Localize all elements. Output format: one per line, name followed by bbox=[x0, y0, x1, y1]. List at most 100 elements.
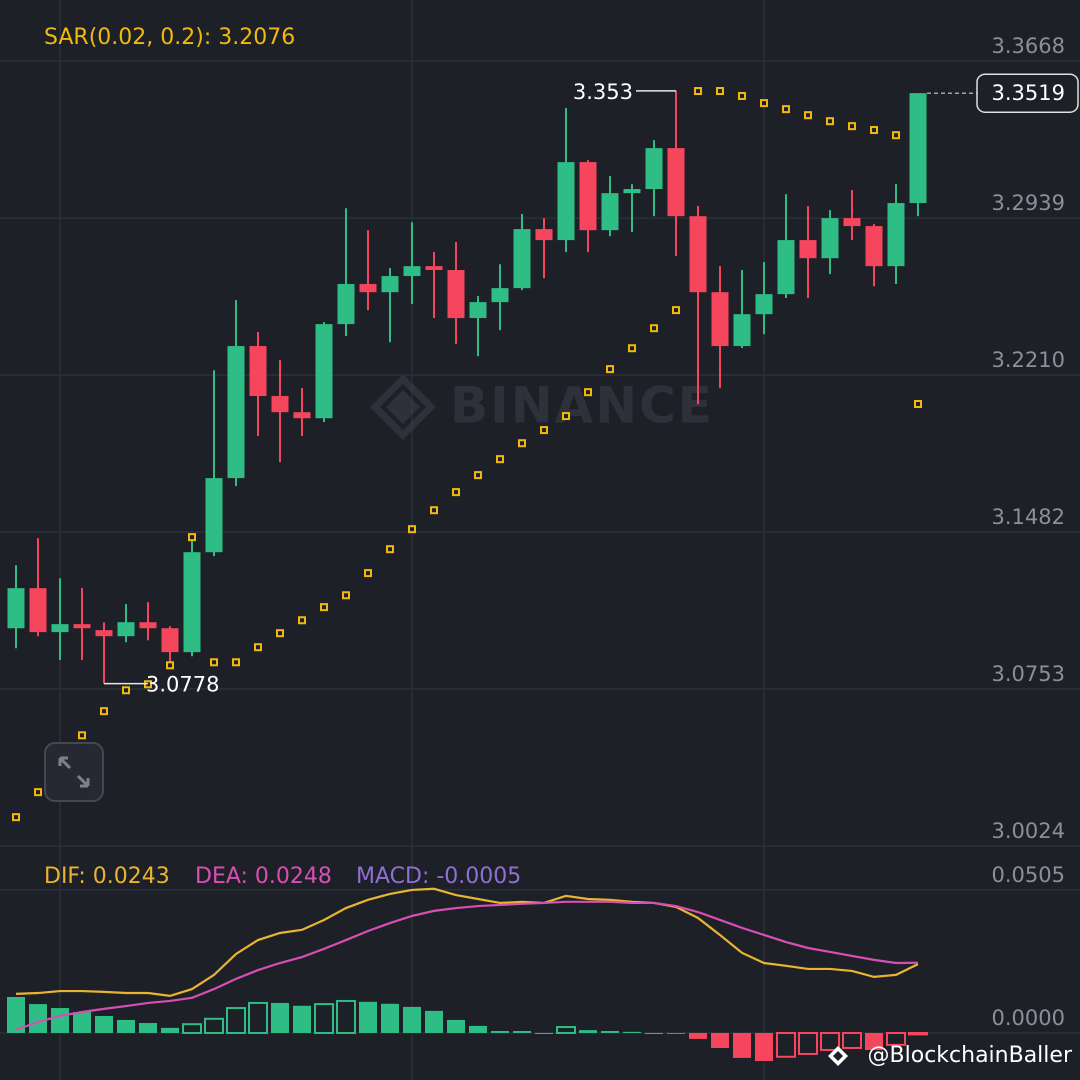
sar-dot bbox=[232, 658, 240, 667]
candle-body bbox=[469, 302, 487, 319]
candle-body bbox=[95, 630, 113, 637]
candle-body bbox=[711, 292, 729, 347]
candle-body bbox=[777, 240, 795, 295]
macd-legend: DEA: 0.0248 bbox=[195, 864, 332, 889]
sar-dot bbox=[628, 344, 636, 353]
macd-bar bbox=[579, 1030, 597, 1033]
credit-text: @BlockchainBaller bbox=[868, 1043, 1073, 1068]
last-price-label: 3.3519 bbox=[992, 81, 1065, 105]
sar-dot bbox=[540, 426, 548, 435]
y-tick-label: 3.2939 bbox=[992, 191, 1065, 215]
macd-bar bbox=[798, 1031, 818, 1055]
y-tick-label: 3.2210 bbox=[992, 348, 1065, 372]
candle-body bbox=[73, 624, 91, 629]
macd-bar bbox=[886, 1031, 906, 1046]
y-tick-label: 3.3668 bbox=[992, 34, 1065, 58]
candle-body bbox=[843, 218, 861, 227]
macd-bar bbox=[139, 1023, 157, 1033]
sar-dot bbox=[210, 658, 218, 667]
expand-icon[interactable] bbox=[58, 756, 90, 788]
macd-bar bbox=[601, 1030, 619, 1033]
candle-body bbox=[51, 624, 69, 633]
sar-dot bbox=[606, 365, 614, 374]
sar-dot bbox=[34, 788, 42, 797]
macd-bar bbox=[182, 1023, 202, 1034]
y-tick-label: 0.0505 bbox=[992, 863, 1065, 887]
credit: @BlockchainBaller bbox=[828, 1043, 1073, 1068]
macd-bar bbox=[73, 1012, 91, 1033]
sar-dot bbox=[650, 324, 658, 333]
candle-body bbox=[271, 396, 289, 413]
sar-dot bbox=[496, 455, 504, 464]
watermark: BINANCE bbox=[370, 374, 712, 440]
expand-button-frame[interactable] bbox=[44, 742, 104, 802]
macd-bar bbox=[513, 1030, 531, 1033]
candle-body bbox=[161, 628, 179, 653]
macd-bar bbox=[248, 1001, 268, 1034]
last-price-box bbox=[976, 73, 1079, 113]
macd-bar bbox=[425, 1010, 443, 1033]
candle-body bbox=[579, 162, 597, 231]
macd-bar bbox=[403, 1006, 421, 1033]
sar-dot bbox=[760, 99, 768, 108]
sar-dot bbox=[804, 111, 812, 120]
candle-body bbox=[337, 284, 355, 325]
macd-bar bbox=[711, 1032, 729, 1048]
indicator-legend: SAR(0.02, 0.2): 3.2076 bbox=[44, 25, 295, 50]
sar-dot bbox=[892, 131, 900, 140]
candle-body bbox=[513, 229, 531, 289]
macd-bar bbox=[908, 1031, 928, 1036]
sar-dot bbox=[254, 643, 262, 652]
sar-dot bbox=[188, 533, 196, 542]
candle-body bbox=[799, 240, 817, 259]
candle-body bbox=[909, 93, 927, 204]
candle-body bbox=[117, 622, 135, 637]
macd-bar bbox=[689, 1032, 707, 1039]
macd-bar bbox=[733, 1032, 751, 1058]
sar-dot bbox=[518, 439, 526, 448]
candle-body bbox=[183, 552, 201, 653]
macd-bar bbox=[447, 1019, 465, 1033]
expand-button[interactable] bbox=[44, 742, 104, 802]
candle-body bbox=[315, 324, 333, 419]
sar-dot bbox=[584, 388, 592, 397]
candle-body bbox=[227, 346, 245, 479]
macd-bar bbox=[117, 1019, 135, 1033]
macd-bar bbox=[776, 1031, 796, 1058]
macd-bar bbox=[29, 1004, 47, 1033]
macd-bar bbox=[7, 997, 25, 1033]
macd-line bbox=[15, 900, 919, 1031]
candle-body bbox=[249, 346, 267, 397]
sar-dot bbox=[342, 591, 350, 600]
macd-bar bbox=[469, 1025, 487, 1033]
macd-bar bbox=[623, 1031, 641, 1033]
sar-dot bbox=[122, 686, 130, 695]
sar-dot bbox=[320, 603, 328, 612]
macd-bar bbox=[314, 1003, 334, 1034]
candle-body bbox=[293, 412, 311, 419]
sar-dot bbox=[166, 661, 174, 670]
sar-dot bbox=[474, 471, 482, 480]
macd-bar bbox=[271, 1002, 289, 1033]
y-tick-label: 0.0000 bbox=[992, 1006, 1065, 1030]
candle-body bbox=[447, 270, 465, 319]
sar-dot bbox=[78, 731, 86, 740]
macd-line bbox=[15, 887, 919, 997]
sar-dot bbox=[276, 629, 284, 638]
sar-dot bbox=[364, 569, 372, 578]
candle-body bbox=[535, 229, 553, 241]
sar-dot bbox=[452, 488, 460, 497]
sar-dot bbox=[782, 105, 790, 114]
y-tick-label: 3.0753 bbox=[992, 662, 1065, 686]
candle-body bbox=[601, 193, 619, 231]
sar-dot bbox=[430, 506, 438, 515]
macd-bar bbox=[381, 1003, 399, 1033]
sar-dot bbox=[716, 87, 724, 96]
sar-dot bbox=[694, 87, 702, 96]
candle-body bbox=[623, 189, 641, 194]
watermark-logo bbox=[370, 374, 436, 440]
macd-bar bbox=[359, 1001, 377, 1033]
sar-dot bbox=[12, 813, 20, 822]
